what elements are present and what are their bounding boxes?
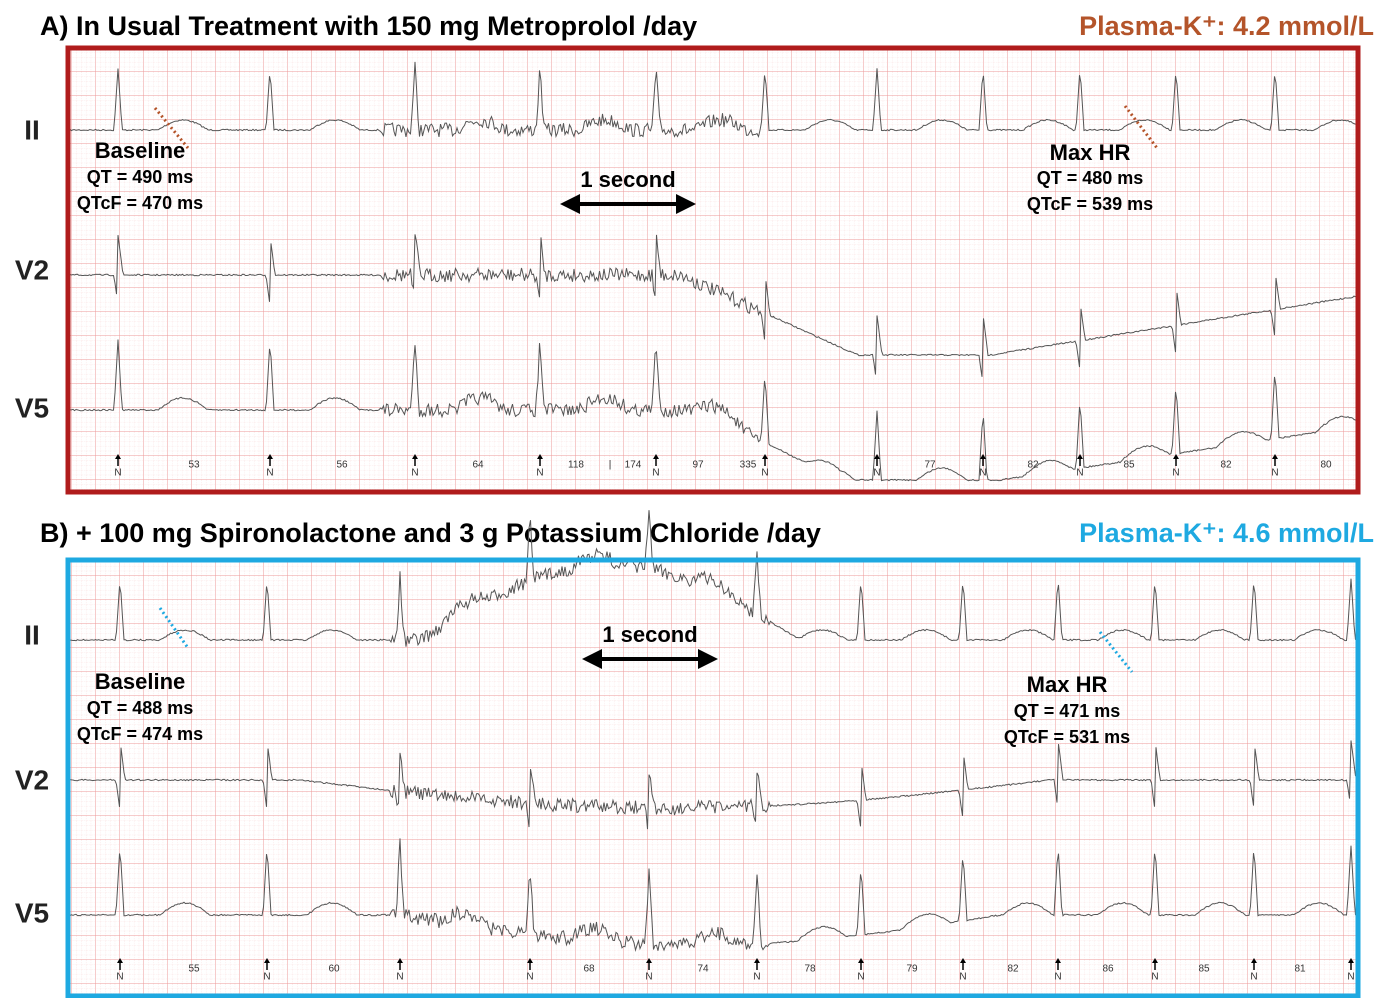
beat-label: N: [396, 972, 403, 983]
ecg-grid: [68, 48, 1358, 492]
beat-label: N: [959, 972, 966, 983]
panel-title: B) + 100 mg Spironolactone and 3 g Potas…: [40, 518, 821, 548]
beat-interval: 81: [1294, 964, 1306, 975]
annotation-qtcf: QTcF = 539 ms: [1027, 194, 1153, 214]
beat-interval: 79: [906, 964, 918, 975]
beat-interval: 77: [924, 460, 936, 471]
annotation-qt: QT = 471 ms: [1014, 701, 1121, 721]
beat-label: N: [1250, 972, 1257, 983]
beat-label: N: [266, 468, 273, 479]
beat-interval: 80: [1320, 460, 1332, 471]
annotation-title: Max HR: [1027, 672, 1108, 697]
annotation-qt: QT = 490 ms: [87, 167, 194, 187]
beat-interval: 82: [1027, 460, 1039, 471]
lead-label: II: [24, 619, 40, 650]
beat-interval: 74: [697, 964, 709, 975]
scale-label: 1 second: [602, 622, 697, 647]
beat-label: N: [1172, 468, 1179, 479]
beat-label: N: [263, 972, 270, 983]
beat-interval: 174: [625, 460, 642, 471]
annotation-qtcf: QTcF = 470 ms: [77, 193, 203, 213]
lead-label: V2: [15, 764, 49, 795]
beat-interval: |: [609, 460, 612, 471]
annotation-title: Baseline: [95, 669, 186, 694]
plasma-k: Plasma-K⁺: 4.6 mmol/L: [1079, 518, 1374, 548]
beat-label: N: [652, 468, 659, 479]
panel-title: A) In Usual Treatment with 150 mg Metrop…: [40, 11, 697, 41]
beat-label: N: [1054, 972, 1061, 983]
beat-interval: 64: [472, 460, 484, 471]
beat-interval: 82: [1007, 964, 1019, 975]
beat-interval: 60: [328, 964, 340, 975]
annotation-title: Max HR: [1050, 140, 1131, 165]
beat-label: N: [1271, 468, 1278, 479]
scale-label: 1 second: [580, 167, 675, 192]
beat-interval: 86: [1102, 964, 1114, 975]
annotation-qt: QT = 488 ms: [87, 698, 194, 718]
beat-interval: 78: [804, 964, 816, 975]
beat-label: N: [1076, 468, 1083, 479]
annotation-title: Baseline: [95, 138, 186, 163]
lead-label: II: [24, 114, 40, 145]
annotation-qtcf: QTcF = 474 ms: [77, 724, 203, 744]
beat-interval: 85: [1123, 460, 1135, 471]
beat-interval: 82: [1220, 460, 1232, 471]
lead-label: V5: [15, 897, 49, 928]
beat-label: N: [411, 468, 418, 479]
beat-interval: 56: [336, 460, 348, 471]
beat-interval: 85: [1198, 964, 1210, 975]
beat-label: N: [753, 972, 760, 983]
beat-interval: 97: [692, 460, 704, 471]
beat-label: N: [857, 972, 864, 983]
beat-label: N: [1347, 972, 1354, 983]
annotation-qtcf: QTcF = 531 ms: [1004, 727, 1130, 747]
beat-label: N: [645, 972, 652, 983]
beat-label: N: [526, 972, 533, 983]
annotation-qt: QT = 480 ms: [1037, 168, 1144, 188]
beat-label: N: [979, 468, 986, 479]
beat-label: N: [761, 468, 768, 479]
beat-label: N: [873, 468, 880, 479]
figure: A) In Usual Treatment with 150 mg Metrop…: [0, 0, 1378, 998]
lead-label: V5: [15, 392, 49, 423]
beat-interval: 68: [583, 964, 595, 975]
beat-label: N: [114, 468, 121, 479]
beat-interval: 118: [568, 460, 584, 471]
beat-label: N: [116, 972, 123, 983]
plasma-k: Plasma-K⁺: 4.2 mmol/L: [1079, 11, 1374, 41]
lead-label: V2: [15, 254, 49, 285]
beat-interval: 53: [188, 460, 200, 471]
beat-label: N: [536, 468, 543, 479]
beat-interval: 335: [740, 460, 757, 471]
beat-label: N: [1151, 972, 1158, 983]
beat-interval: 55: [188, 964, 200, 975]
